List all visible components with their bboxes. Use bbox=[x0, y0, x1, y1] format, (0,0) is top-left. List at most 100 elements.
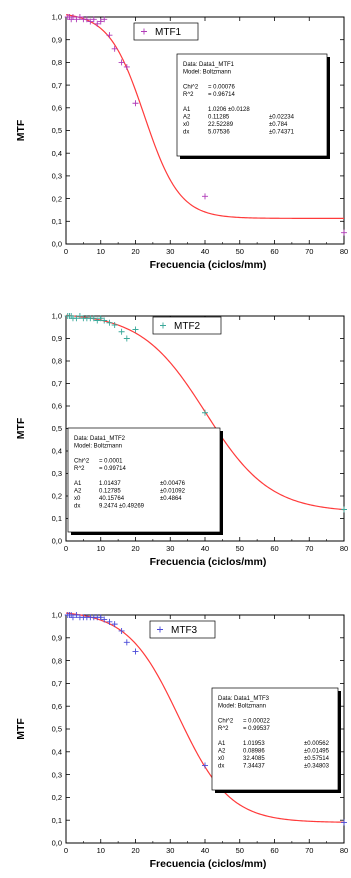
data-point bbox=[132, 100, 139, 107]
y-tick-label: 0,5 bbox=[52, 424, 62, 433]
stats-text: 9.2474 ±0.49269 bbox=[99, 504, 145, 510]
y-tick-label: 0,5 bbox=[52, 126, 62, 135]
legend-label: MTF1 bbox=[155, 27, 182, 38]
data-point bbox=[111, 45, 118, 52]
stats-text: A1 bbox=[74, 481, 82, 487]
y-tick-label: 0,6 bbox=[52, 402, 62, 411]
legend-box bbox=[149, 620, 216, 639]
y-tick-label: 0,2 bbox=[52, 793, 62, 802]
stats-text: = 0.00022 bbox=[243, 719, 271, 725]
data-point bbox=[123, 639, 130, 646]
y-tick-label: 0,2 bbox=[52, 194, 62, 203]
stats-text: = 0.0001 bbox=[99, 459, 123, 465]
y-tick-label: 0,0 bbox=[52, 839, 62, 848]
stats-text: ±0.784 bbox=[269, 122, 288, 128]
x-tick-label: 40 bbox=[201, 846, 209, 855]
x-tick-label: 20 bbox=[131, 846, 139, 855]
stats-text: dx bbox=[183, 130, 189, 136]
stats-text: Data: Data1_MTF2 bbox=[74, 436, 126, 442]
data-point bbox=[123, 335, 130, 342]
data-point bbox=[101, 16, 108, 23]
y-axis-title: MTF bbox=[15, 119, 27, 141]
data-point bbox=[87, 18, 94, 25]
legend-label: MTF3 bbox=[171, 625, 198, 636]
y-tick-label: 0,9 bbox=[52, 35, 62, 44]
y-tick-label: 0,8 bbox=[52, 58, 62, 67]
stats-text: Chi^2 bbox=[74, 459, 90, 465]
x-axis-title: Frecuencia (ciclos/mm) bbox=[150, 858, 267, 870]
x-tick-label: 50 bbox=[236, 247, 244, 256]
stats-text: Model: Boltzmann bbox=[74, 444, 122, 450]
y-tick-label: 0,0 bbox=[52, 537, 62, 546]
stats-text: 22.52289 bbox=[208, 122, 234, 128]
data-point bbox=[118, 627, 125, 634]
stats-box bbox=[176, 53, 328, 157]
data-point bbox=[101, 317, 108, 324]
y-tick-label: 0,1 bbox=[52, 816, 62, 825]
data-point bbox=[90, 315, 97, 322]
y-tick-label: 0,1 bbox=[52, 217, 62, 226]
x-tick-label: 0 bbox=[64, 544, 68, 553]
data-point bbox=[73, 16, 80, 23]
data-point bbox=[73, 612, 80, 618]
data-point bbox=[132, 648, 139, 655]
y-tick-label: 0,0 bbox=[52, 240, 62, 249]
data-point bbox=[106, 319, 113, 326]
y-tick-label: 0,8 bbox=[52, 357, 62, 366]
stats-text: ±0.01495 bbox=[304, 749, 330, 755]
stats-text: = 0.99714 bbox=[99, 466, 127, 472]
legend-marker bbox=[160, 322, 166, 329]
x-tick-label: 40 bbox=[201, 247, 209, 256]
stats-text: = 0.99537 bbox=[243, 726, 271, 732]
stats-text: A2 bbox=[218, 749, 226, 755]
y-tick-label: 0,6 bbox=[52, 702, 62, 711]
data-point bbox=[123, 63, 130, 70]
stats-text: 1.01437 bbox=[99, 481, 121, 487]
x-tick-label: 60 bbox=[270, 247, 278, 256]
x-tick-label: 80 bbox=[340, 544, 348, 553]
stats-text: = 0.96714 bbox=[208, 92, 236, 98]
stats-box bbox=[211, 687, 339, 791]
y-tick-label: 1,0 bbox=[52, 611, 62, 620]
stats-text: x0 bbox=[74, 496, 81, 502]
legend-marker bbox=[157, 626, 163, 633]
stats-text: A1 bbox=[183, 107, 191, 113]
y-tick-label: 0,2 bbox=[52, 492, 62, 501]
y-tick-label: 0,1 bbox=[52, 514, 62, 523]
data-point bbox=[83, 16, 90, 23]
data-point bbox=[94, 20, 101, 27]
fit-curve bbox=[65, 14, 344, 219]
stats-box bbox=[67, 427, 221, 533]
x-tick-label: 10 bbox=[97, 544, 105, 553]
stats-text: ±0.34803 bbox=[304, 764, 330, 770]
stats-text: ±0.4864 bbox=[160, 496, 182, 502]
stats-text: ±0.00476 bbox=[160, 481, 186, 487]
y-tick-label: 0,4 bbox=[52, 149, 62, 158]
stats-text: Chi^2 bbox=[183, 85, 199, 91]
stats-text: ±0.57514 bbox=[304, 756, 330, 762]
data-point bbox=[97, 614, 104, 621]
stats-text: Chi^2 bbox=[218, 719, 234, 725]
stats-text: 1.0206 ±0.0128 bbox=[208, 107, 250, 113]
x-tick-label: 50 bbox=[236, 544, 244, 553]
x-tick-label: 80 bbox=[340, 247, 348, 256]
stats-text: x0 bbox=[183, 122, 190, 128]
data-point bbox=[118, 328, 125, 335]
legend-marker bbox=[141, 28, 147, 35]
legend-box bbox=[152, 316, 222, 335]
data-point bbox=[106, 618, 113, 625]
y-tick-label: 0,4 bbox=[52, 447, 62, 456]
x-tick-label: 70 bbox=[305, 846, 313, 855]
stats-text: 5.07536 bbox=[208, 130, 230, 136]
stats-text: ±0.00562 bbox=[304, 741, 330, 747]
chart-panel-1: 0 10 20 30 40 50 60 70 80 0,0 0,1 0,2 0,3 0,4 0,5 0,6 0,… bbox=[15, 13, 348, 271]
stats-text: ±0.74371 bbox=[269, 130, 295, 136]
stats-text: R^2 bbox=[183, 92, 194, 98]
data-point bbox=[90, 16, 97, 23]
stats-text: Data: Data1_MTF3 bbox=[218, 696, 270, 702]
x-tick-label: 0 bbox=[64, 247, 68, 256]
data-point bbox=[111, 322, 118, 328]
data-point bbox=[132, 326, 139, 333]
stats-text: R^2 bbox=[74, 466, 85, 472]
